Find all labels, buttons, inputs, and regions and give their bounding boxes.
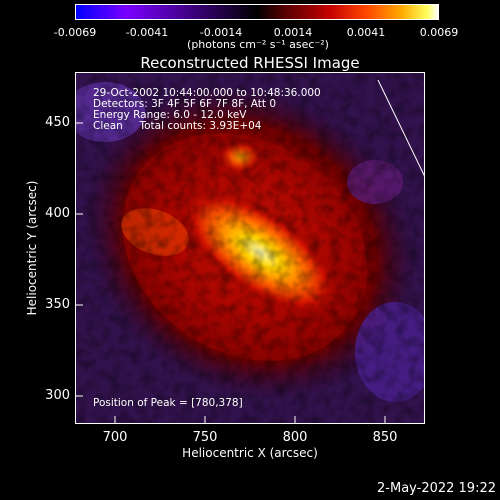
- x-tick-label: 800: [282, 430, 308, 445]
- colorbar-unit-label: (photons cm⁻² s⁻¹ asec⁻²): [187, 38, 329, 51]
- heatmap-plot: 29-Oct-2002 10:44:00.000 to 10:48:36.000…: [75, 72, 425, 424]
- colorbar-tick: 0.0069: [419, 26, 459, 39]
- y-tick-label: 400: [45, 206, 70, 221]
- annotation-peak: Position of Peak = [780,378]: [93, 397, 243, 409]
- colorbar-tick: -0.0041: [125, 26, 169, 39]
- annotation-detectors: Detectors: 3F 4F 5F 6F 7F 8F, Att 0: [93, 98, 277, 110]
- annotation-energy: Energy Range: 6.0 - 12.0 keV: [93, 109, 247, 121]
- y-axis-label: Heliocentric Y (arcsec): [25, 180, 39, 316]
- x-axis-label: Heliocentric X (arcsec): [182, 446, 318, 460]
- limb-line: [377, 79, 425, 178]
- annotation-time: 29-Oct-2002 10:44:00.000 to 10:48:36.000: [93, 87, 321, 99]
- x-tick-label: 850: [372, 430, 398, 445]
- texture-overlay: [75, 72, 425, 424]
- colorbar-tick: 0.0014: [273, 26, 313, 39]
- colorbar-tick: -0.0069: [53, 26, 97, 39]
- x-tick-label: 700: [102, 430, 128, 445]
- colorbar: [75, 4, 439, 20]
- colorbar-tick: -0.0014: [199, 26, 243, 39]
- colorbar-tick: 0.0041: [346, 26, 386, 39]
- chart-title: Reconstructed RHESSI Image: [140, 54, 360, 72]
- heatmap-svg: [75, 72, 425, 424]
- date-stamp: 2-May-2022 19:22: [377, 481, 496, 496]
- y-tick-label: 300: [45, 388, 70, 403]
- y-tick-label: 350: [45, 297, 70, 312]
- y-tick-label: 450: [45, 115, 70, 130]
- annotation-method: Clean Total counts: 3.93E+04: [93, 120, 262, 132]
- x-tick-label: 750: [192, 430, 218, 445]
